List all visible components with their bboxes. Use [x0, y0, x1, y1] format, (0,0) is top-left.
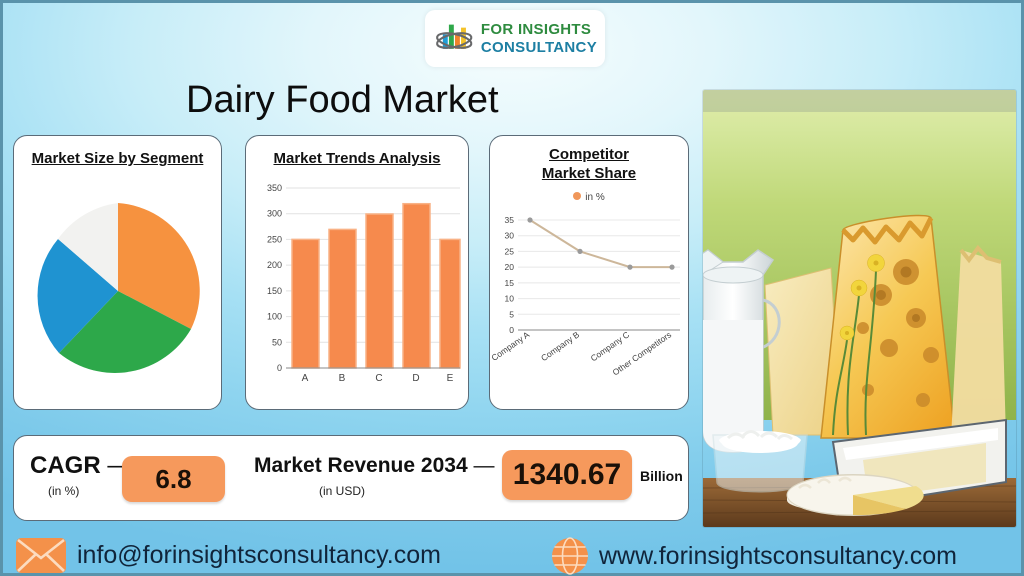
svg-text:10: 10 — [505, 294, 515, 304]
svg-text:150: 150 — [267, 286, 282, 296]
svg-text:300: 300 — [267, 209, 282, 219]
svg-text:250: 250 — [267, 234, 282, 244]
svg-text:25: 25 — [505, 246, 515, 256]
svg-text:B: B — [339, 373, 346, 384]
svg-text:350: 350 — [267, 183, 282, 193]
svg-text:50: 50 — [272, 337, 282, 347]
svg-text:D: D — [412, 373, 419, 384]
svg-text:100: 100 — [267, 312, 282, 322]
svg-text:E: E — [447, 373, 454, 384]
svg-text:15: 15 — [505, 278, 515, 288]
svg-text:5: 5 — [509, 309, 514, 319]
svg-text:Company B: Company B — [539, 329, 581, 363]
svg-text:C: C — [375, 373, 382, 384]
svg-text:30: 30 — [505, 231, 515, 241]
svg-text:200: 200 — [267, 260, 282, 270]
svg-text:35: 35 — [505, 215, 515, 225]
svg-text:0: 0 — [277, 363, 282, 373]
svg-text:0: 0 — [509, 325, 514, 335]
svg-text:A: A — [302, 373, 309, 384]
svg-text:20: 20 — [505, 262, 515, 272]
